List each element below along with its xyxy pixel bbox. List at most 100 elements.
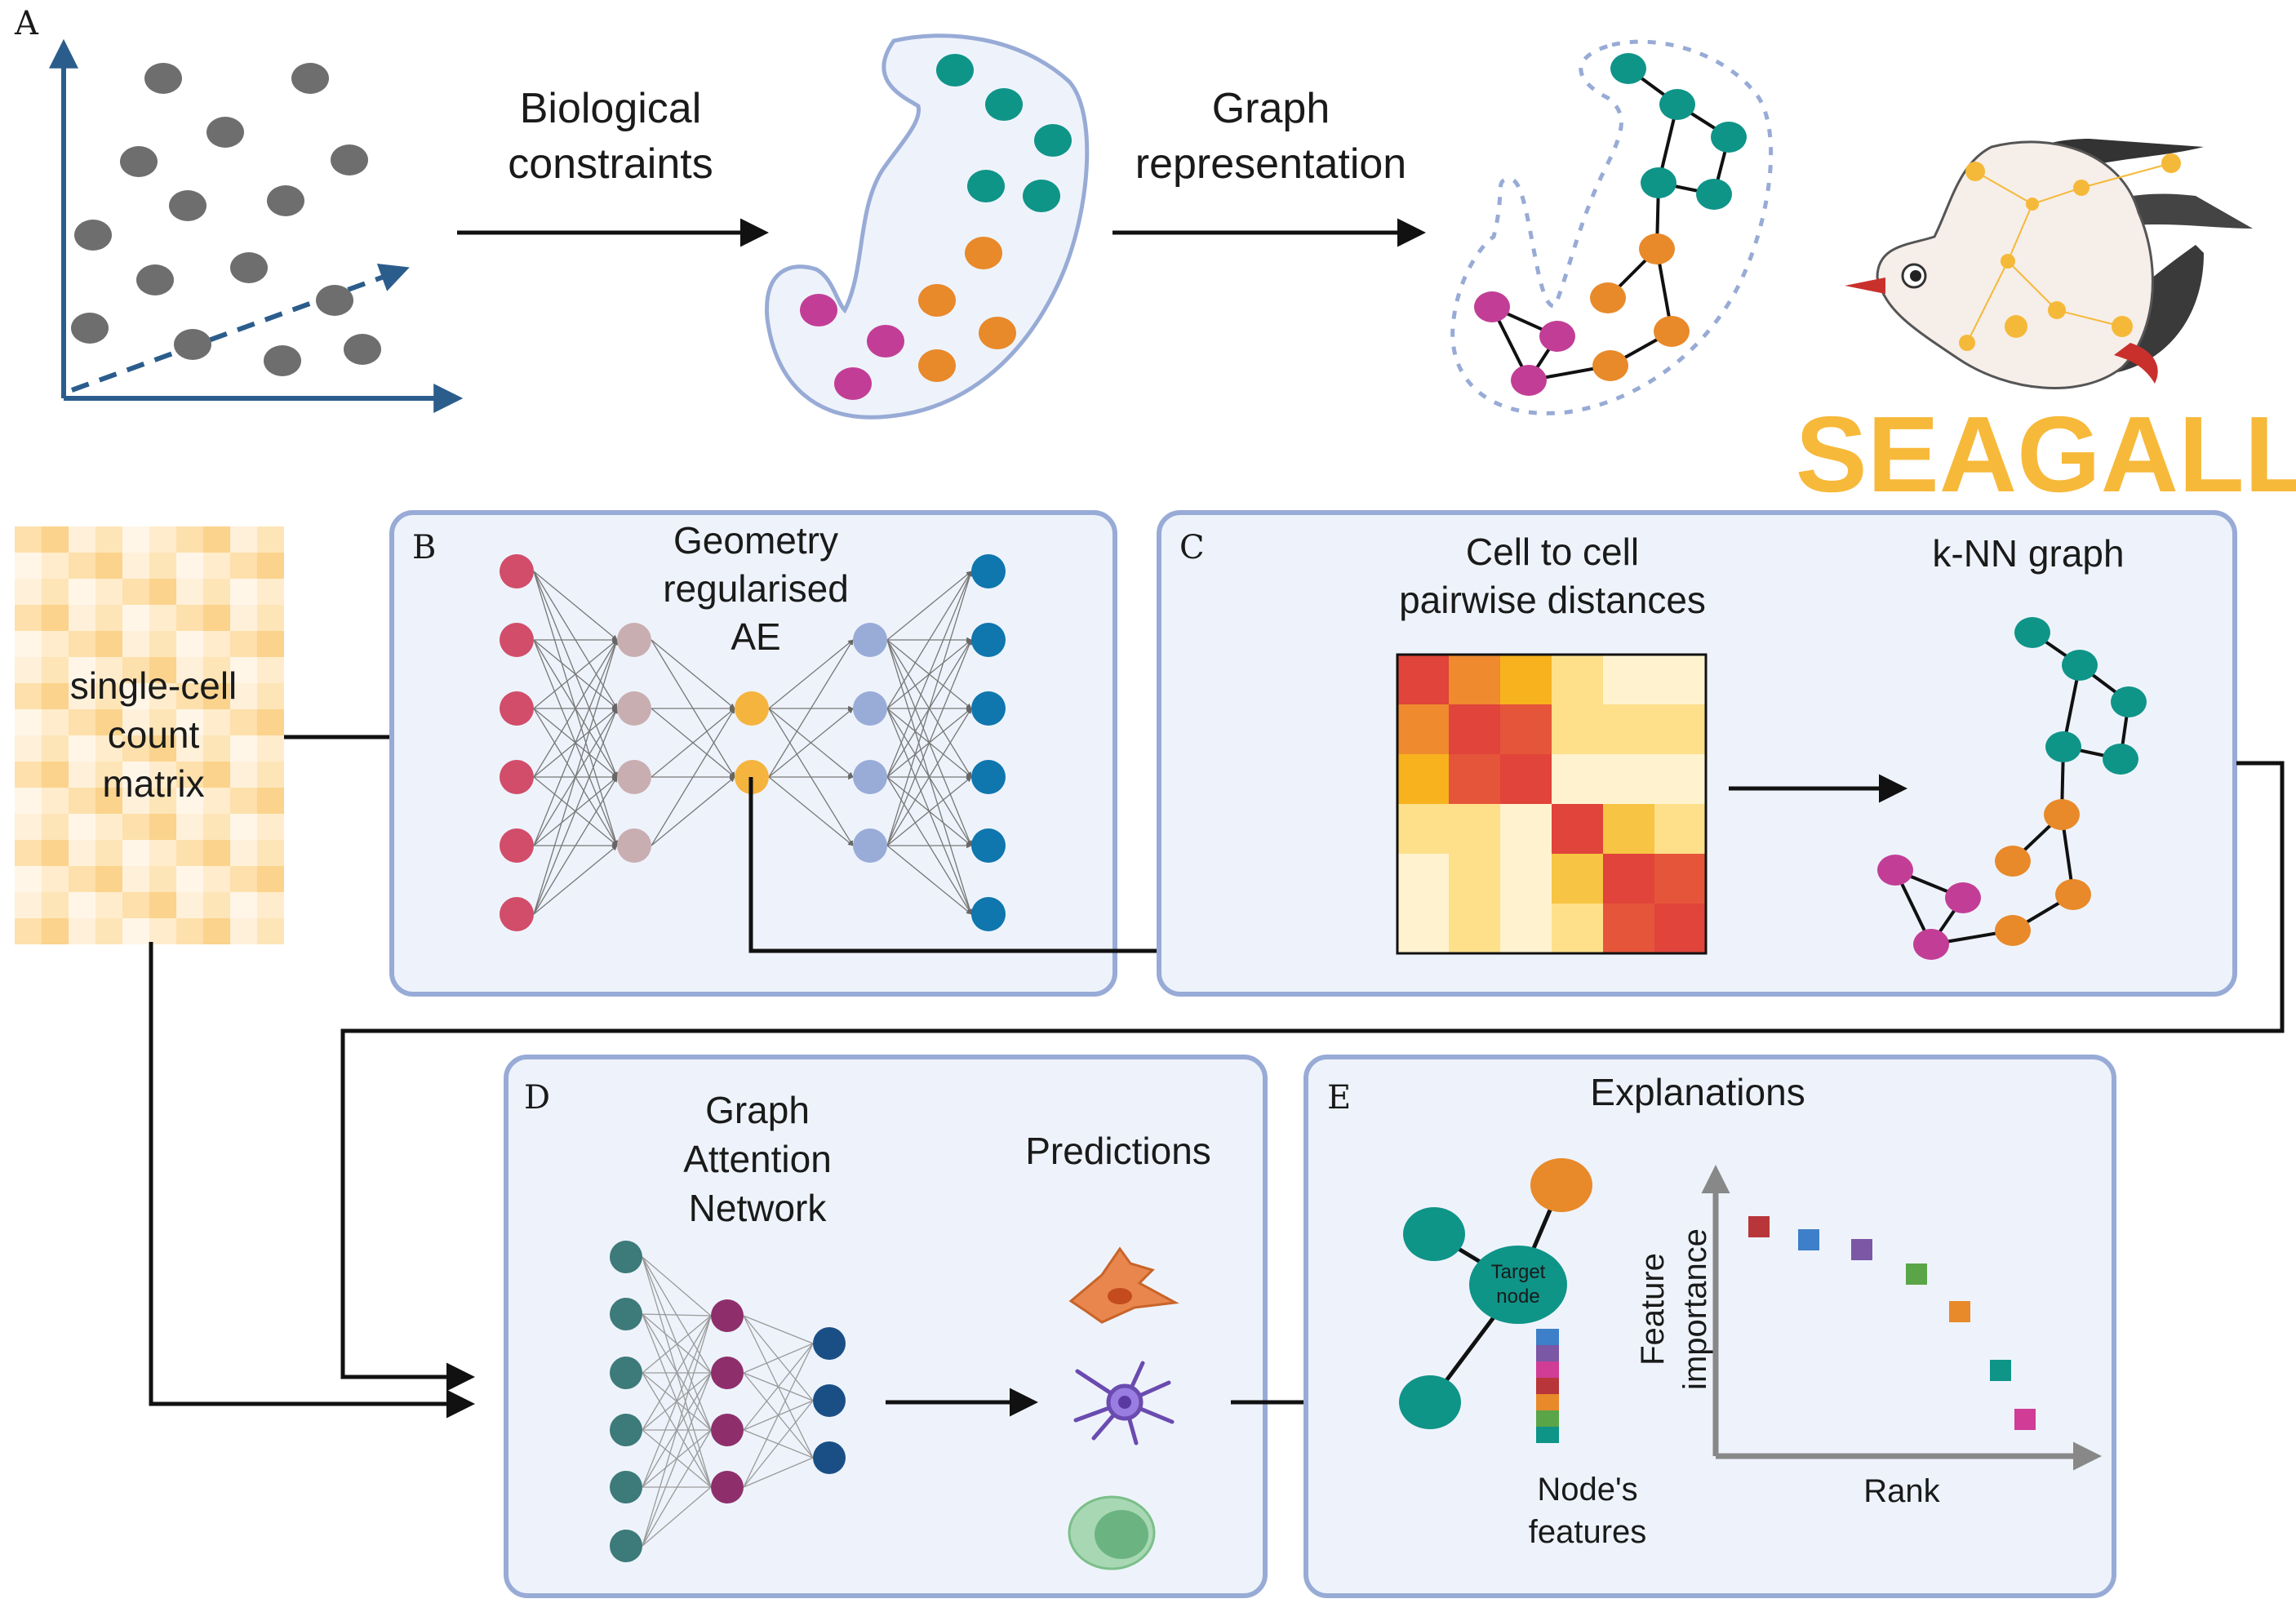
network-node (500, 897, 534, 931)
matrix-cell (15, 814, 42, 840)
heatmap-cell (1603, 854, 1654, 904)
matrix-cell (42, 814, 69, 840)
heatmap-cell (1449, 804, 1500, 854)
matrix-cell (42, 892, 69, 918)
matrix-cell (257, 892, 284, 918)
network-node (971, 623, 1006, 657)
network-edge (533, 776, 618, 915)
network-node (711, 1299, 744, 1332)
heatmap-cell (1654, 804, 1706, 854)
matrix-cell (149, 840, 176, 866)
matrix-cell (15, 892, 42, 918)
network-node (500, 554, 534, 588)
heatmap-cell (1449, 904, 1500, 953)
matrix-cell (203, 683, 230, 709)
heatmap-cell (1449, 704, 1500, 754)
network-node (610, 1530, 642, 1562)
matrix-cell (69, 709, 95, 735)
autoencoder-network (500, 554, 1006, 931)
matrix-cell (176, 657, 203, 683)
matrix-cell (15, 788, 42, 814)
network-edge (743, 1315, 814, 1344)
matrix-cell (203, 892, 230, 918)
matrix-cell (69, 631, 95, 657)
network-node (610, 1357, 642, 1389)
network-edge (642, 1315, 712, 1374)
matrix-cell (176, 840, 203, 866)
network-edge (642, 1486, 712, 1547)
network-edge (768, 639, 854, 778)
matrix-cell (95, 866, 122, 892)
network-node (853, 623, 887, 657)
matrix-cell (176, 814, 203, 840)
matrix-cell (176, 605, 203, 631)
network-edge (886, 776, 972, 846)
matrix-cell (149, 683, 176, 709)
matrix-cell (176, 683, 203, 709)
ylabel-line2: importance (1677, 1228, 1713, 1390)
matrix-cell (203, 605, 230, 631)
pairwise-distance-heatmap (1396, 653, 1708, 955)
ylabel-line1: Feature (1635, 1253, 1671, 1366)
heatmap-cell (1449, 655, 1500, 704)
network-edge (651, 639, 735, 709)
heatmap-border (1396, 653, 1708, 955)
network-node (500, 828, 534, 863)
heatmap-cell (1552, 904, 1603, 953)
matrix-cell (149, 657, 176, 683)
panel-b: B Geometry regularised AE (389, 510, 1117, 997)
network-edge (651, 776, 735, 846)
network-node (971, 554, 1006, 588)
matrix-cell (257, 526, 284, 553)
matrix-cell (95, 840, 122, 866)
heatmap-cell (1552, 854, 1603, 904)
heatmap-cell (1552, 655, 1603, 704)
target-node-label-line1: Target (1491, 1261, 1546, 1283)
matrix-cell (176, 709, 203, 735)
heatmap-cell (1654, 854, 1706, 904)
heatmap-cell (1654, 704, 1706, 754)
network-node (500, 623, 534, 657)
matrix-cell (42, 840, 69, 866)
matrix-cell (176, 892, 203, 918)
arrow-matrix-to-gat (149, 942, 475, 1419)
arrow1-label-line2: constraints (508, 140, 713, 188)
network-edge (642, 1315, 712, 1547)
matrix-cell (42, 762, 69, 788)
matrix-cell (95, 814, 122, 840)
matrix-cell (176, 735, 203, 762)
network-edge (886, 571, 972, 641)
matrix-cell (15, 762, 42, 788)
matrix-cell (15, 579, 42, 605)
matrix-cell (176, 866, 203, 892)
matrix-cell (257, 735, 284, 762)
heatmap-cell (1449, 754, 1500, 804)
matrix-cell (149, 605, 176, 631)
matrix-cell (15, 605, 42, 631)
matrix-cell (69, 553, 95, 579)
input-label-line2: count (108, 713, 200, 756)
matrix-cell (42, 709, 69, 735)
features-label-line1: Node's (1537, 1472, 1637, 1508)
network-node (617, 760, 651, 794)
matrix-cell (15, 735, 42, 762)
panel-letter-d: D (524, 1079, 550, 1117)
heatmap-cell (1397, 754, 1449, 804)
fibroblast-cell-icon (1068, 1246, 1179, 1324)
seagall-logo: SEAGALL (1796, 139, 2296, 514)
heatmap-cell (1449, 854, 1500, 904)
matrix-cell (42, 631, 69, 657)
network-node (971, 828, 1006, 863)
matrix-cell (15, 657, 42, 683)
matrix-cell (95, 788, 122, 814)
panel-c: C Cell to cell pairwise distances k-NN g… (1157, 510, 2237, 997)
network-edge (533, 639, 619, 915)
network-node (711, 1471, 744, 1503)
matrix-cell (176, 526, 203, 553)
matrix-cell (122, 762, 149, 788)
matrix-cell (257, 683, 284, 709)
matrix-cell (203, 657, 230, 683)
network-node (610, 1298, 642, 1330)
gat-title-line2: Attention (683, 1138, 832, 1180)
network-edge (886, 571, 973, 846)
